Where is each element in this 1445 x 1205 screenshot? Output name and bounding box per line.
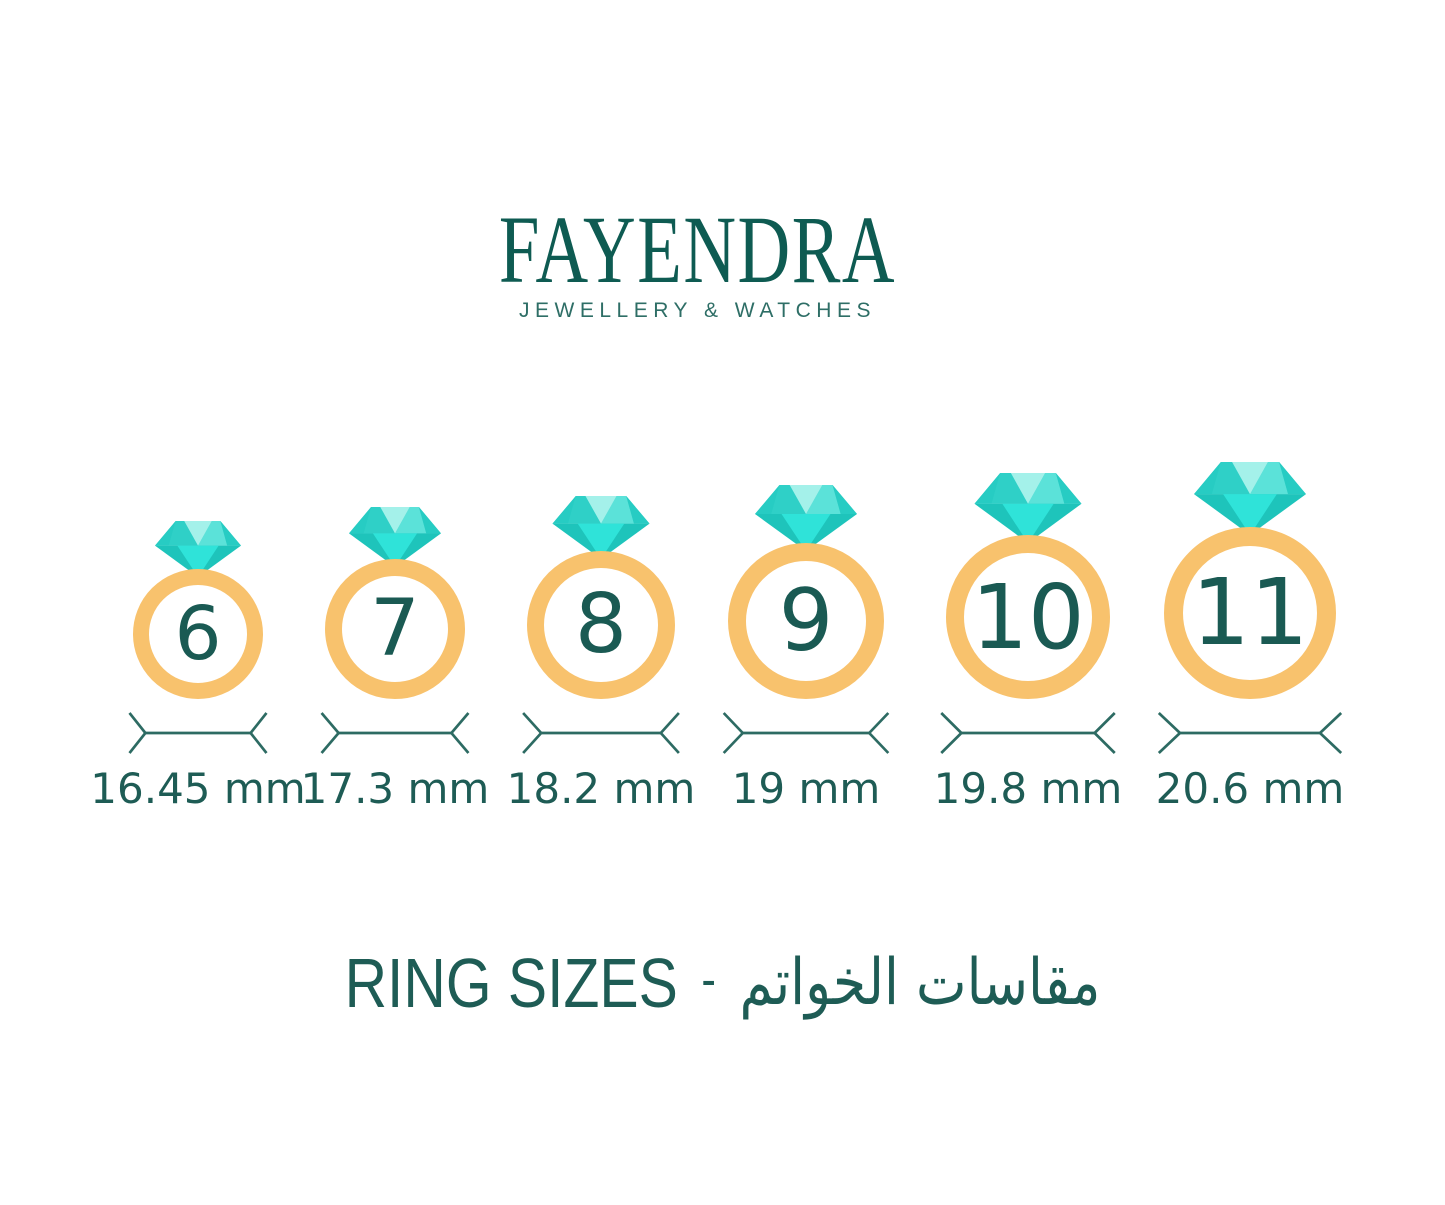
page-title-arabic: مقاسات الخواتم (739, 946, 1101, 1020)
page-title-english: RING SIZES (344, 944, 678, 1022)
ring-size-number: 6 (174, 591, 222, 677)
page-title: RING SIZES - مقاسات الخواتم (116, 948, 1330, 1018)
ring-diameter-label: 19.8 mm (933, 764, 1123, 813)
ring-size-number: 10 (971, 564, 1085, 669)
ring-diameter-label: 16.45 mm (90, 764, 306, 813)
ring-size-number: 8 (574, 577, 628, 672)
width-measure-line-icon (1158, 711, 1343, 755)
diamond-icon (755, 485, 857, 551)
brand-tagline: JEWELLERY & WATCHES (519, 299, 876, 322)
diamond-icon (349, 507, 441, 567)
ring-diameter-label: 17.3 mm (300, 764, 490, 813)
diamond-icon (552, 496, 650, 559)
width-measure-line-icon (129, 711, 268, 755)
width-measure-line-icon (522, 711, 680, 755)
ring-diameter-label: 19 mm (731, 764, 881, 813)
brand-logo: FAYENDRA JEWELLERY & WATCHES (0, 202, 1420, 323)
ring-diameter-label: 18.2 mm (506, 764, 696, 813)
width-measure-line-icon (940, 711, 1116, 755)
ring-size-number: 7 (370, 584, 420, 674)
ring-diameter-label: 20.6 mm (1155, 764, 1345, 813)
diamond-icon (974, 473, 1082, 543)
ring-size-number: 11 (1191, 559, 1309, 666)
ring-size-number: 9 (778, 571, 834, 671)
diamond-icon (155, 521, 241, 577)
width-measure-line-icon (723, 711, 890, 755)
title-separator: - (701, 951, 716, 1009)
width-measure-line-icon (321, 711, 470, 755)
brand-name: FAYENDRA (498, 196, 897, 303)
diamond-icon (1194, 462, 1306, 535)
